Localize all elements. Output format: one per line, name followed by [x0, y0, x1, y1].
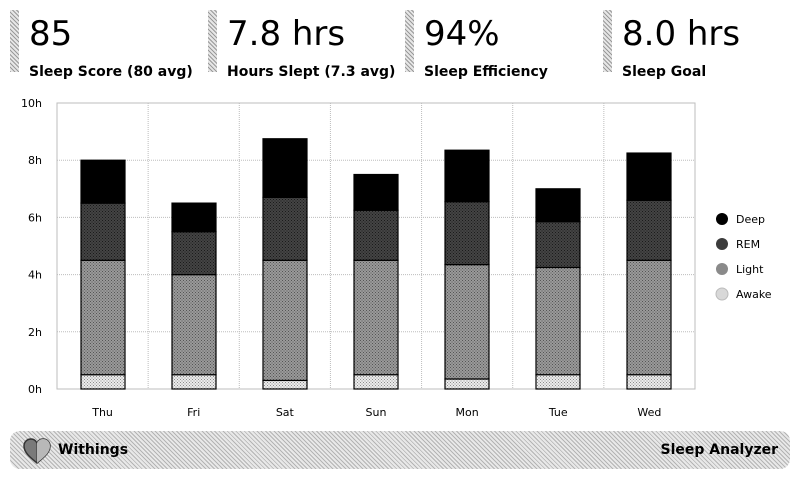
y-tick-label: 0h: [28, 383, 42, 396]
stat-label: Sleep Goal: [622, 64, 707, 80]
bar-segment-rem: [262, 196, 308, 261]
x-tick-label: Wed: [637, 406, 661, 419]
stat-value: 8.0 hrs: [622, 14, 741, 54]
stat-label: Sleep Score (80 avg): [29, 64, 193, 80]
stat-value: 85: [29, 14, 73, 54]
stat-label: Hours Slept (7.3 avg): [227, 64, 396, 80]
x-tick-label: Sat: [276, 406, 295, 419]
x-tick-label: Fri: [187, 406, 200, 419]
footer-bar: Withings Sleep Analyzer: [10, 431, 790, 469]
bar-segment-rem: [171, 231, 217, 276]
x-tick-label: Thu: [91, 406, 113, 419]
y-tick-label: 2h: [28, 326, 42, 339]
bar-segment-light: [626, 259, 672, 376]
bar-segment-light: [353, 259, 399, 376]
y-tick-label: 4h: [28, 269, 42, 282]
stat-label: Sleep Efficiency: [424, 64, 548, 80]
legend-swatch-awake: [715, 287, 729, 301]
stat-value: 7.8 hrs: [227, 14, 346, 54]
legend-label-light: Light: [736, 263, 764, 276]
bar-segment-awake: [535, 374, 581, 390]
legend-label-awake: Awake: [736, 288, 772, 301]
bar-segment-rem: [353, 209, 399, 261]
bar-segment-deep: [626, 152, 672, 201]
bar-segment-deep: [171, 202, 217, 233]
x-tick-label: Mon: [456, 406, 479, 419]
bar-segment-awake: [171, 374, 217, 390]
legend-swatch-deep: [716, 213, 728, 225]
bar-segment-deep: [353, 173, 399, 211]
legend-swatch-light: [716, 263, 728, 275]
bar-segment-rem: [626, 199, 672, 261]
bar-segment-awake: [262, 379, 308, 390]
stat-accent-bar: [208, 10, 217, 72]
sleep-stages-chart: 0h 2h 4h 6h 8h 10h Thu Fri Sat Sun Mon Tue Wed Deep R…: [21, 97, 772, 419]
bar-segment-light: [171, 274, 217, 376]
bar-segment-light: [444, 263, 490, 380]
stat-accent-bar: [10, 10, 19, 72]
legend-label-deep: Deep: [736, 213, 765, 226]
bar-segment-deep: [444, 149, 490, 203]
bar-segment-rem: [535, 221, 581, 269]
y-tick-label: 10h: [21, 97, 42, 110]
product-name: Sleep Analyzer: [660, 442, 779, 458]
bar-segment-rem: [80, 202, 126, 261]
bar-segment-awake: [444, 378, 490, 390]
brand-name: Withings: [58, 442, 129, 458]
bar-segment-light: [535, 266, 581, 376]
bar-segment-awake: [353, 374, 399, 390]
stat-value: 94%: [424, 14, 500, 54]
x-tick-label: Sun: [366, 406, 387, 419]
y-tick-label: 8h: [28, 154, 42, 167]
bar-segment-awake: [626, 374, 672, 390]
legend-swatch-rem: [716, 238, 728, 250]
stat-accent-bar: [405, 10, 414, 72]
bar-segment-awake: [80, 374, 126, 390]
bar-segment-deep: [80, 159, 126, 204]
y-tick-label: 6h: [28, 211, 42, 224]
bar-segment-light: [262, 259, 308, 382]
stat-accent-bar: [603, 10, 612, 72]
heart-icon: [23, 438, 51, 464]
bar-segment-light: [80, 259, 126, 376]
bar-segment-deep: [535, 188, 581, 223]
x-tick-label: Tue: [548, 406, 568, 419]
bar-segment-deep: [262, 138, 308, 198]
bar-segment-rem: [444, 201, 490, 266]
legend-label-rem: REM: [736, 238, 760, 251]
